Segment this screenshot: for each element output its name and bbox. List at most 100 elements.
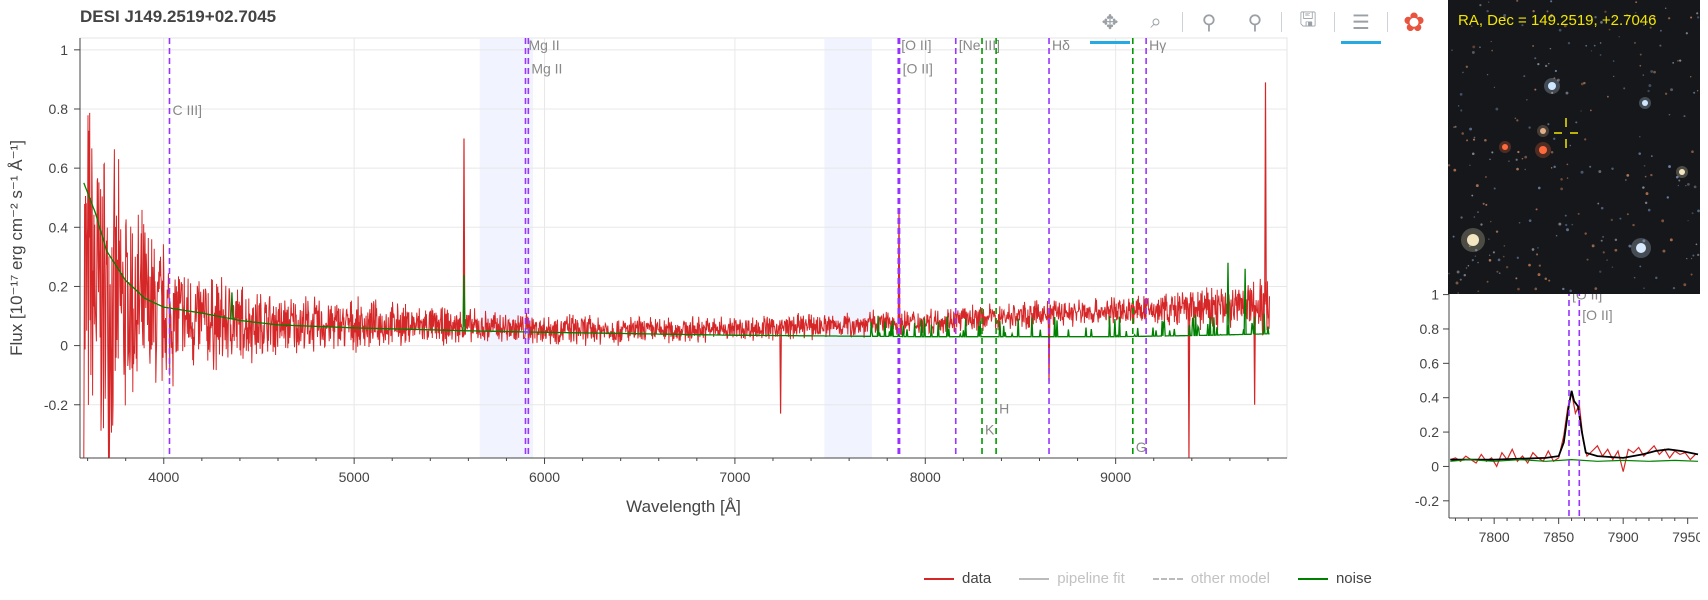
background-star [1691,150,1694,153]
noise-series-line [83,182,1270,338]
background-star [1659,29,1662,32]
background-star [1523,75,1526,78]
background-star [1564,214,1567,217]
background-star [1613,17,1616,19]
background-star [1484,138,1487,142]
x-axis-label: Wavelength [Å] [626,497,741,516]
box-zoom-tool-icon[interactable]: ⌕ [1150,10,1162,33]
background-star [1691,212,1694,215]
background-star [1554,69,1557,73]
background-star [1591,244,1595,248]
background-star [1472,138,1476,141]
legend-item-other-model[interactable]: other model [1152,570,1270,587]
background-star [1454,125,1457,128]
background-star [1459,92,1463,96]
x-zoom-out-tool-icon[interactable]: ⚲ [1247,11,1263,34]
background-star [1652,17,1656,20]
background-star [1518,221,1521,224]
background-star [1495,107,1499,111]
background-star [1492,251,1495,254]
background-star [1668,113,1671,116]
background-star [1647,89,1650,93]
background-star [1642,186,1645,189]
background-star [1584,138,1587,141]
background-star [1593,44,1596,47]
background-star [1690,257,1693,260]
spectral-line-label: Hγ [1149,37,1166,53]
background-star [1471,25,1473,27]
legend-item-data[interactable]: data [924,570,991,587]
save-tool-icon[interactable]: 🖫 [1299,9,1317,31]
y-tick-label: 0.6 [49,160,69,176]
background-star [1606,259,1608,261]
background-star [1602,235,1605,238]
background-star [1590,50,1593,52]
background-star [1548,279,1551,282]
background-star [1448,272,1450,275]
main-spectrum-plot[interactable]: DESI J149.2519+02.7045 4000 5000 6000 7000 80… [0,0,1400,600]
background-star [1685,185,1687,187]
background-star [1642,74,1645,76]
background-star [1566,163,1569,166]
plot-legend[interactable]: data pipeline fit other model noise [924,570,1372,587]
background-star [1558,222,1562,226]
background-star [1683,283,1687,287]
background-star [1687,183,1690,186]
background-star [1659,44,1662,47]
background-star [1484,175,1487,178]
background-star [1537,273,1541,277]
legend-item-pipeline-fit[interactable]: pipeline fit [1019,570,1125,587]
background-star [1696,12,1699,15]
background-star [1602,251,1605,254]
background-star [1553,137,1556,140]
y-tick-label: 0.2 [49,278,69,294]
background-star [1495,230,1499,233]
background-star [1485,203,1488,206]
background-star [1693,91,1696,94]
background-star [1562,287,1565,291]
background-star [1502,16,1506,19]
x-zoom-in-tool-icon[interactable]: ⚲ [1201,11,1217,34]
background-star [1528,263,1531,267]
background-star [1580,110,1582,112]
background-star [1604,10,1607,13]
background-star [1586,258,1589,261]
bright-star [1502,144,1508,150]
pan-tool-icon[interactable]: ✥ [1090,4,1130,44]
hover-tool-icon[interactable]: ☰ [1341,4,1381,44]
bokeh-logo-icon[interactable]: ✿ [1403,6,1425,37]
y-axis-label: Flux [10⁻¹⁷ erg cm⁻² s⁻¹ Å⁻¹] [7,140,26,356]
background-star [1580,82,1584,86]
background-star [1667,17,1671,20]
background-star [1550,0,1553,3]
background-star [1628,244,1632,248]
background-star [1600,206,1604,210]
background-star [1555,234,1558,237]
masked-band-0 [479,38,534,458]
background-star [1697,253,1700,257]
background-star [1477,290,1480,293]
background-star [1490,220,1492,223]
legend-item-noise[interactable]: noise [1297,570,1372,587]
x-tick-label: 7000 [719,469,750,485]
background-star [1486,9,1489,13]
background-star [1644,175,1647,178]
background-star [1515,277,1518,280]
data-series-line [83,112,1270,459]
background-star [1613,75,1615,78]
zoom-y-tick-label: 0.6 [1420,355,1440,371]
background-star [1475,184,1479,188]
noise-spike [1243,268,1247,335]
background-star [1474,248,1478,252]
background-star [1664,92,1668,95]
background-star [1489,15,1492,17]
background-star [1517,150,1520,154]
background-star [1515,158,1518,161]
y-tick-label: -0.2 [44,397,68,413]
background-star [1599,270,1602,273]
background-star [1546,10,1549,13]
zoom-y-tick-label: -0.2 [1415,493,1439,509]
background-star [1521,157,1524,160]
zoom-spectrum-plot[interactable]: -0.2 0 0.2 0.4 0.6 0.8 1 7800 7850 7900 7950 [O II]… [1400,290,1700,600]
background-star [1672,286,1676,290]
